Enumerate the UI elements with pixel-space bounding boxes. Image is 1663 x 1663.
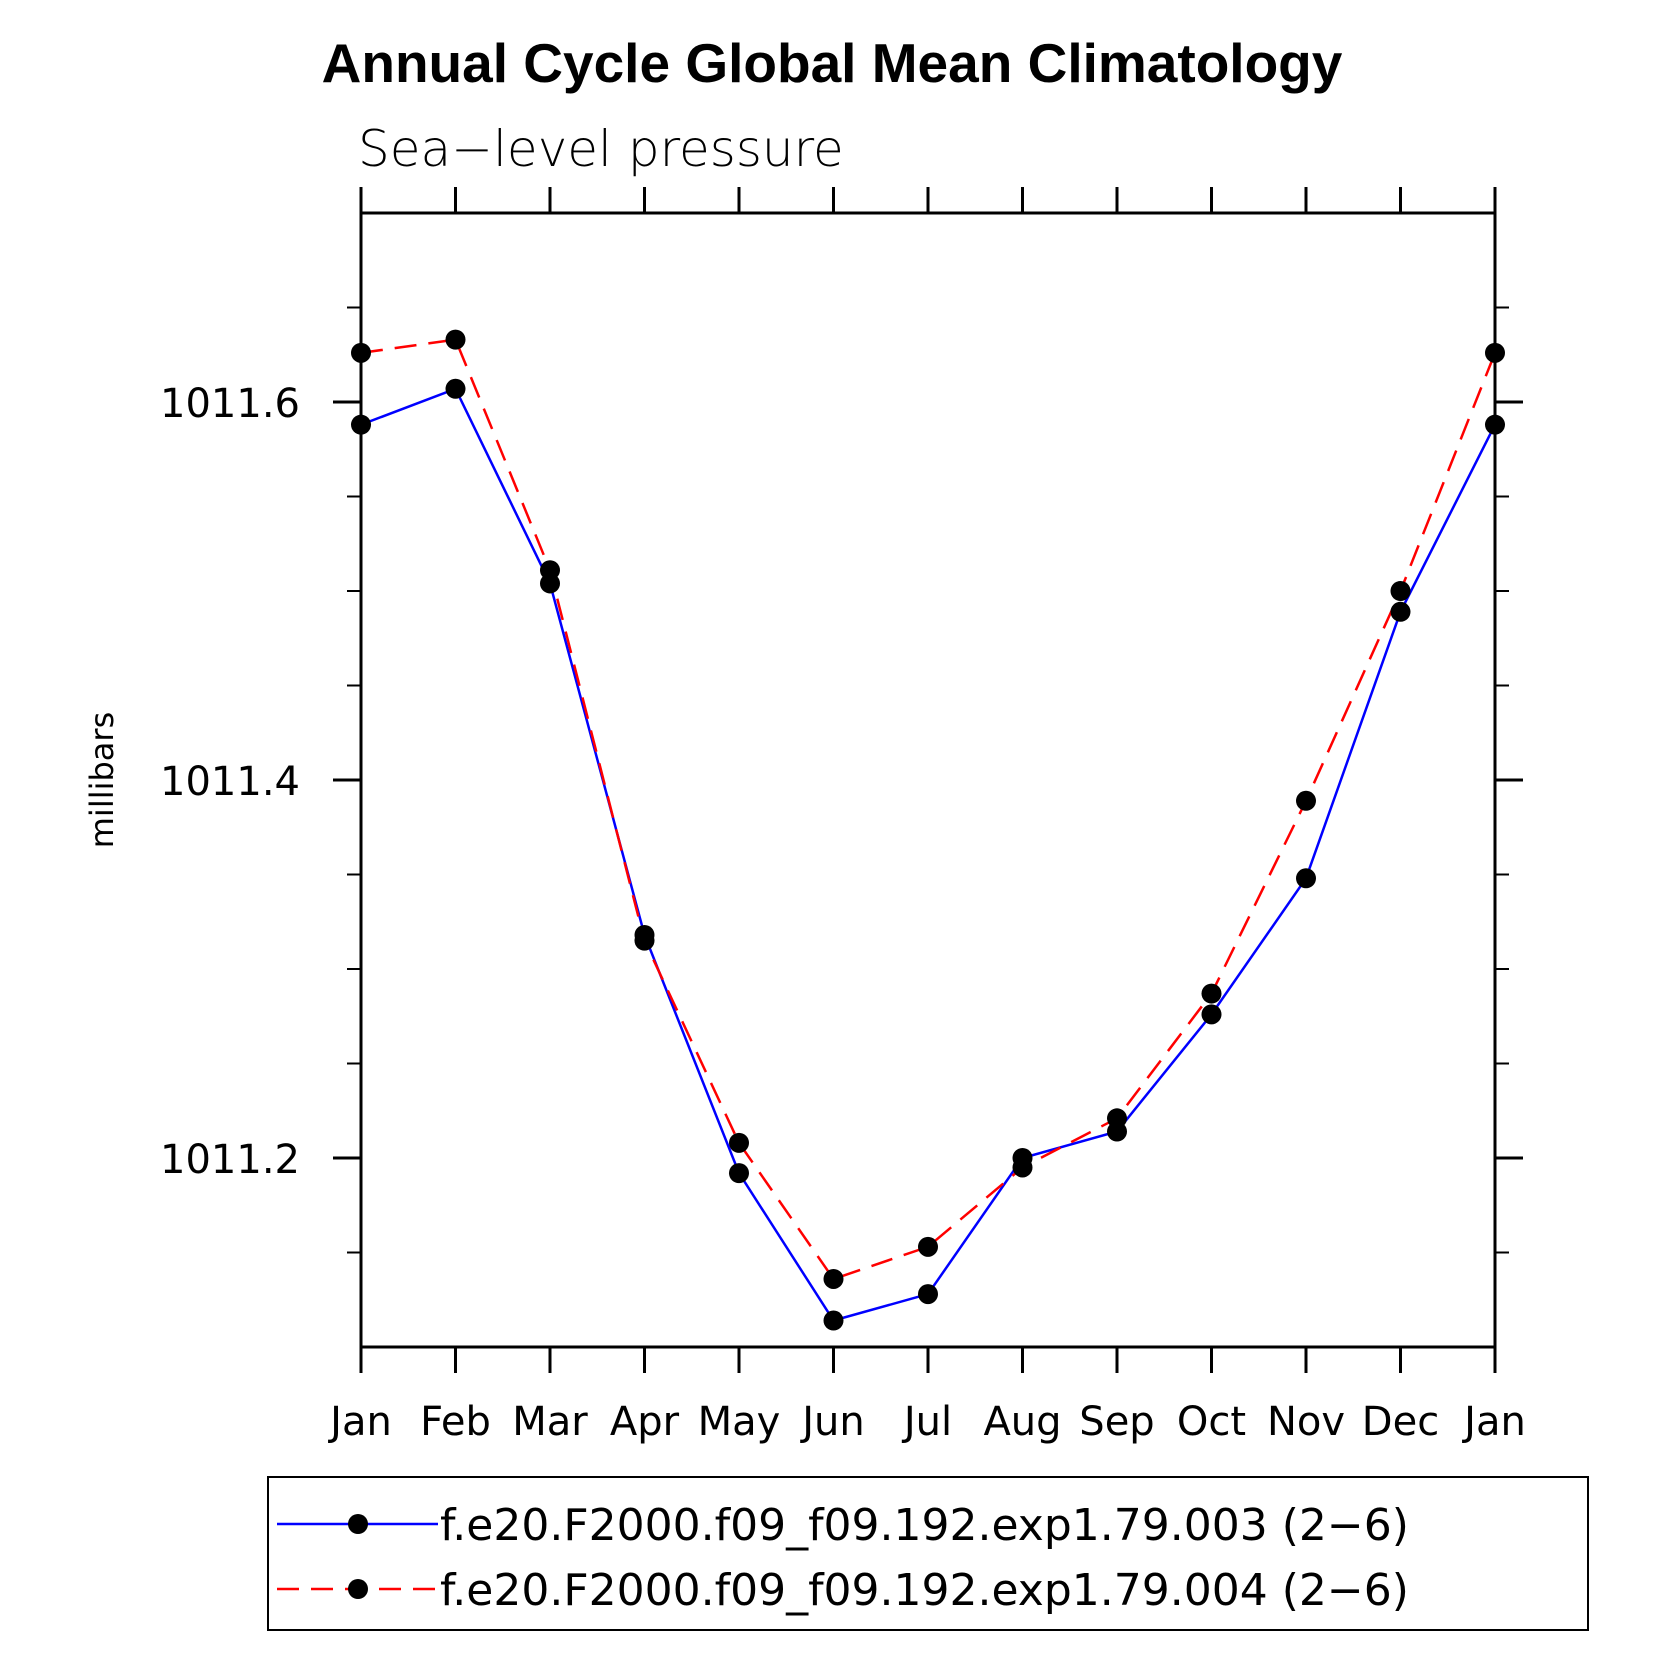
data-point-series-2 <box>1012 1157 1033 1178</box>
plot-frame <box>359 211 1497 1349</box>
legend-box <box>267 1476 1589 1631</box>
data-point-series-2 <box>351 342 371 363</box>
data-point-series-2 <box>1107 1108 1127 1129</box>
data-point-series-1 <box>729 1163 749 1184</box>
x-tick-label: Jan <box>1461 1399 1526 1445</box>
data-point-series-1 <box>918 1284 938 1305</box>
data-point-series-1 <box>1485 414 1505 435</box>
x-tick-label: Jan <box>327 1399 392 1445</box>
x-tick-label: Apr <box>610 1399 680 1445</box>
data-point-series-2 <box>823 1268 844 1289</box>
y-axis-label: millibars <box>83 712 121 848</box>
data-point-series-2 <box>1201 983 1222 1004</box>
data-markers <box>351 329 1505 1331</box>
data-point-series-2 <box>1485 342 1505 363</box>
series-line-1 <box>360 387 1497 1322</box>
y-tick-label: 1011.6 <box>160 381 300 427</box>
legend-label-2: f.e20.F2000.f09_f09.192.exp1.79.004 (2−6… <box>440 1565 1409 1616</box>
y-tick-label: 1011.2 <box>160 1137 300 1183</box>
series-line-2 <box>360 338 1497 1281</box>
y-tick-labels: 1011.2 1011.4 1011.6 <box>160 381 300 1183</box>
series-lines <box>360 338 1497 1322</box>
x-tick-label: Oct <box>1177 1399 1246 1445</box>
data-point-series-2 <box>1296 790 1316 811</box>
data-point-series-2 <box>540 560 560 581</box>
data-point-series-1 <box>1390 601 1411 622</box>
x-tick-label: Mar <box>512 1399 588 1445</box>
legend-label-1: f.e20.F2000.f09_f09.192.exp1.79.003 (2−6… <box>440 1500 1409 1551</box>
data-point-series-2 <box>634 930 655 951</box>
data-point-series-2 <box>729 1132 749 1153</box>
legend-marker-2 <box>348 1579 368 1599</box>
x-tick-label: Aug <box>983 1399 1061 1445</box>
data-point-series-2 <box>445 329 466 350</box>
x-tick-label: Jun <box>799 1399 865 1445</box>
x-tick-labels: Jan Feb Mar Apr May Jun Jul Aug Sep Oct Nov Dec Jan <box>327 1399 1526 1445</box>
y-tick-label: 1011.4 <box>160 759 300 805</box>
x-tick-label: Dec <box>1362 1399 1439 1445</box>
data-point-series-1 <box>445 378 466 399</box>
chart-title: Annual Cycle Global Mean Climatology <box>322 32 1343 94</box>
legend: f.e20.F2000.f09_f09.192.exp1.79.003 (2−6… <box>267 1476 1589 1631</box>
x-tick-label: Nov <box>1267 1399 1345 1445</box>
legend-marker-1 <box>348 1514 368 1534</box>
data-point-series-1 <box>823 1310 844 1331</box>
chart-subtitle: Sea−level pressure <box>358 120 844 178</box>
data-point-series-2 <box>1390 581 1411 601</box>
x-tick-label: Feb <box>420 1399 491 1445</box>
data-point-series-2 <box>918 1236 938 1257</box>
data-point-series-1 <box>1201 1004 1222 1025</box>
x-tick-label: Jul <box>901 1399 952 1445</box>
x-tick-label: Sep <box>1079 1399 1154 1445</box>
data-point-series-1 <box>1296 868 1316 889</box>
x-tick-label: May <box>698 1399 781 1445</box>
data-point-series-1 <box>351 414 371 435</box>
axis-ticks <box>333 187 1523 1373</box>
